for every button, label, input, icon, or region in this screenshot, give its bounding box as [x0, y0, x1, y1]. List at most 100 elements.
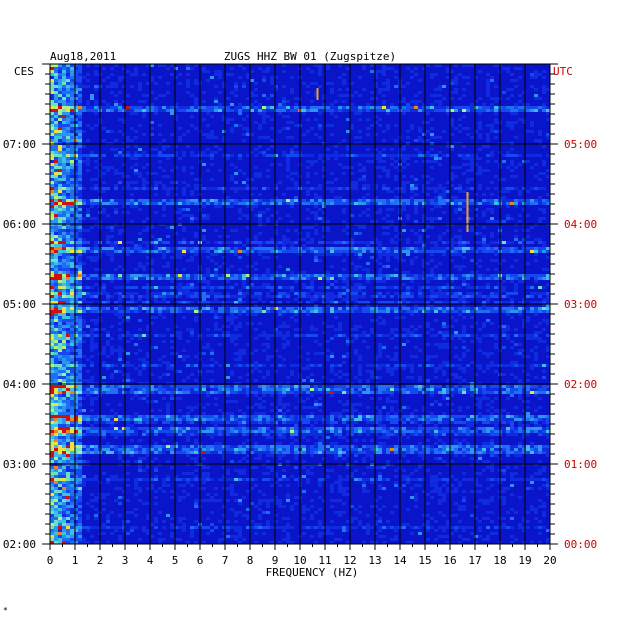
heatmap-cell	[246, 214, 250, 217]
heatmap-cell	[206, 79, 210, 82]
heatmap-cell	[62, 319, 66, 322]
heatmap-cell	[470, 136, 474, 139]
heatmap-cell	[262, 121, 266, 124]
heatmap-cell	[190, 292, 194, 295]
heatmap-cell	[430, 208, 434, 211]
heatmap-cell	[74, 292, 78, 295]
heatmap-cell	[218, 310, 222, 313]
heatmap-cell	[406, 106, 410, 109]
heatmap-cell	[534, 139, 538, 142]
heatmap-cell	[506, 199, 510, 202]
heatmap-cell	[210, 364, 214, 367]
heatmap-cell	[66, 148, 70, 151]
heatmap-cell	[182, 349, 186, 352]
heatmap-cell	[50, 253, 54, 256]
heatmap-cell	[58, 214, 62, 217]
heatmap-cell	[474, 193, 478, 196]
heatmap-cell	[222, 256, 226, 259]
heatmap-cell	[458, 187, 462, 190]
heatmap-cell	[74, 115, 78, 118]
heatmap-cell	[90, 94, 94, 97]
heatmap-cell	[270, 307, 274, 310]
heatmap-cell	[210, 370, 214, 373]
heatmap-cell	[426, 160, 430, 163]
heatmap-cell	[406, 310, 410, 313]
heatmap-cell	[174, 166, 178, 169]
heatmap-cell	[182, 193, 186, 196]
heatmap-cell	[430, 226, 434, 229]
heatmap-cell	[230, 322, 234, 325]
heatmap-cell	[510, 217, 514, 220]
heatmap-cell	[70, 70, 74, 73]
heatmap-cell	[326, 277, 330, 280]
heatmap-cell	[122, 310, 126, 313]
heatmap-cell	[350, 334, 354, 337]
heatmap-cell	[106, 109, 110, 112]
heatmap-cell	[314, 193, 318, 196]
heatmap-cell	[394, 250, 398, 253]
heatmap-cell	[266, 343, 270, 346]
heatmap-cell	[410, 124, 414, 127]
heatmap-cell	[62, 316, 66, 319]
heatmap-cell	[74, 277, 78, 280]
heatmap-cell	[510, 361, 514, 364]
heatmap-cell	[58, 271, 62, 274]
heatmap-cell	[50, 304, 54, 307]
heatmap-cell	[250, 286, 254, 289]
heatmap-cell	[218, 328, 222, 331]
heatmap-cell	[542, 211, 546, 214]
heatmap-cell	[538, 196, 542, 199]
heatmap-cell	[378, 244, 382, 247]
heatmap-cell	[478, 328, 482, 331]
heatmap-cell	[126, 136, 130, 139]
heatmap-cell	[106, 202, 110, 205]
heatmap-cell	[490, 202, 494, 205]
heatmap-cell	[318, 124, 322, 127]
heatmap-cell	[262, 211, 266, 214]
heatmap-cell	[394, 124, 398, 127]
heatmap-cell	[74, 136, 78, 139]
heatmap-cell	[270, 79, 274, 82]
heatmap-cell	[54, 157, 58, 160]
heatmap-cell	[242, 307, 246, 310]
heatmap-cell	[202, 106, 206, 109]
heatmap-cell	[358, 214, 362, 217]
heatmap-cell	[90, 349, 94, 352]
heatmap-cell	[366, 109, 370, 112]
heatmap-cell	[478, 70, 482, 73]
heatmap-cell	[190, 154, 194, 157]
heatmap-cell	[58, 208, 62, 211]
heatmap-cell	[290, 91, 294, 94]
heatmap-cell	[366, 184, 370, 187]
heatmap-cell	[382, 232, 386, 235]
heatmap-cell	[202, 205, 206, 208]
heatmap-cell	[70, 274, 74, 277]
heatmap-cell	[534, 199, 538, 202]
heatmap-cell	[54, 70, 58, 73]
heatmap-cell	[234, 328, 238, 331]
heatmap-cell	[514, 247, 518, 250]
heatmap-cell	[322, 103, 326, 106]
heatmap-cell	[354, 136, 358, 139]
heatmap-cell	[414, 328, 418, 331]
heatmap-cell	[546, 298, 550, 301]
heatmap-cell	[366, 268, 370, 271]
heatmap-cell	[142, 199, 146, 202]
heatmap-cell	[310, 286, 314, 289]
heatmap-cell	[534, 352, 538, 355]
heatmap-cell	[78, 217, 82, 220]
heatmap-cell	[234, 277, 238, 280]
heatmap-cell	[66, 154, 70, 157]
heatmap-cell	[58, 358, 62, 361]
heatmap-cell	[358, 241, 362, 244]
heatmap-cell	[254, 148, 258, 151]
heatmap-cell	[382, 139, 386, 142]
heatmap-cell	[70, 214, 74, 217]
heatmap-cell	[78, 289, 82, 292]
heatmap-cell	[74, 130, 78, 133]
heatmap-cell	[282, 64, 286, 67]
heatmap-cell	[462, 316, 466, 319]
heatmap-cell	[130, 205, 134, 208]
heatmap-cell	[434, 355, 438, 358]
heatmap-cell	[346, 286, 350, 289]
